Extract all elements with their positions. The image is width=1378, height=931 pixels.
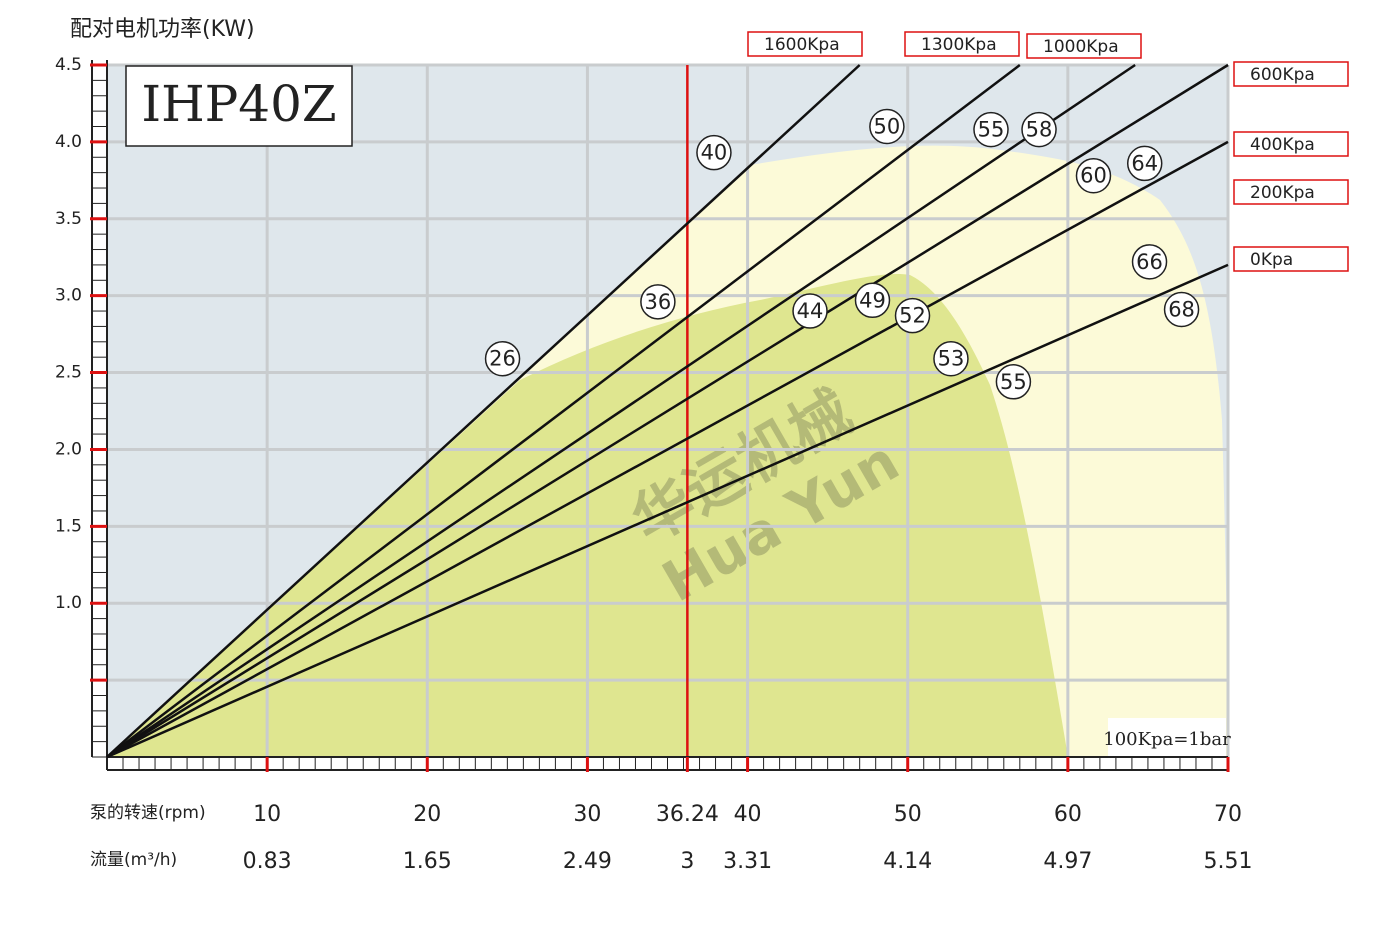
marker — [869, 108, 905, 145]
marker-label: 55 — [978, 118, 1005, 142]
marker — [894, 297, 931, 334]
y-tick-label: 4.5 — [55, 55, 82, 75]
legend-label: 0Kpa — [1250, 250, 1293, 270]
flow-value: 4.14 — [883, 849, 932, 874]
model-box — [125, 65, 353, 147]
ruler — [90, 60, 1230, 772]
legend-label: 400Kpa — [1250, 135, 1315, 155]
note: 100Kpa=1bar — [1103, 729, 1231, 750]
flow-value: 5.51 — [1204, 849, 1253, 874]
marker-label: 52 — [899, 304, 926, 328]
x-tick-label: 10 — [253, 802, 281, 827]
marker-label: 26 — [489, 347, 516, 371]
marker-label: 55 — [1000, 370, 1027, 394]
marker-label: 53 — [938, 347, 965, 371]
legend-box — [747, 31, 863, 57]
y-tick-label: 3.0 — [55, 286, 82, 306]
legend-box — [904, 31, 1020, 57]
pressure-line — [106, 64, 1021, 758]
x-tick-label: 50 — [894, 802, 922, 827]
model-name: IHP40Z — [141, 75, 336, 133]
marker — [995, 364, 1032, 400]
marker-label: 66 — [1136, 250, 1163, 274]
marker-label: 36 — [645, 290, 672, 314]
flow-value: 2.49 — [563, 849, 612, 874]
legend-box — [1233, 61, 1349, 87]
legend-label: 1300Kpa — [921, 35, 997, 55]
pressure-line — [106, 63, 1136, 759]
x-tick-label: 20 — [413, 802, 441, 827]
pressure-line — [106, 64, 861, 758]
y-tick-label: 2.5 — [55, 363, 82, 383]
y-tick-label: 3.5 — [55, 209, 82, 229]
marker — [1075, 157, 1112, 194]
legend-label: 600Kpa — [1250, 65, 1315, 85]
flow-label: 流量(m³/h) — [90, 850, 177, 870]
chart-title: 配对电机功率(KW) — [70, 17, 255, 42]
marker-label: 64 — [1131, 151, 1158, 175]
legend-label: 1600Kpa — [764, 35, 840, 55]
y-tick-label: 1.0 — [55, 593, 82, 613]
marker — [854, 282, 891, 319]
flow-value: 4.97 — [1043, 849, 1092, 874]
flow-value: 0.83 — [243, 849, 292, 874]
marker — [973, 111, 1009, 148]
marker — [484, 340, 521, 377]
y-tick-label: 1.5 — [55, 516, 82, 536]
x-tick-label: 30 — [573, 802, 601, 827]
legend-label: 1000Kpa — [1043, 37, 1119, 57]
marker-label: 49 — [859, 288, 886, 312]
y-tick-label: 4.0 — [55, 132, 82, 152]
x-tick-label: 60 — [1054, 802, 1082, 827]
marker — [792, 293, 828, 329]
x-tick-label: 40 — [734, 802, 762, 827]
legend-box — [1233, 131, 1349, 157]
y-tick-label: 2.0 — [55, 439, 82, 459]
legend-box — [1233, 246, 1349, 272]
marker — [1163, 291, 1200, 328]
x-tick-label: 36.24 — [656, 802, 719, 827]
marker — [1126, 145, 1163, 182]
marker-label: 60 — [1080, 164, 1107, 188]
flow-value: 3.31 — [723, 849, 772, 874]
marker-label: 58 — [1026, 118, 1053, 142]
marker-label: 40 — [701, 141, 728, 165]
flow-value: 1.65 — [403, 849, 452, 874]
legend-label: 200Kpa — [1250, 183, 1315, 203]
marker-label: 50 — [874, 115, 901, 139]
marker — [1021, 111, 1057, 148]
legend-box — [1233, 179, 1349, 205]
pressure-line — [106, 63, 1229, 759]
pressure-line — [106, 263, 1229, 759]
x-label: 泵的转速(rpm) — [90, 803, 206, 823]
marker — [933, 340, 969, 377]
marker — [696, 134, 732, 171]
marker-label: 44 — [797, 299, 824, 323]
marker-label: 68 — [1168, 298, 1195, 322]
pressure-line — [106, 140, 1229, 759]
x-tick-label: 70 — [1214, 802, 1242, 827]
flow-value: 3 — [680, 849, 694, 874]
note-box — [1108, 718, 1226, 756]
legend-box — [1026, 33, 1142, 59]
marker — [1131, 244, 1168, 280]
marker — [640, 284, 676, 320]
